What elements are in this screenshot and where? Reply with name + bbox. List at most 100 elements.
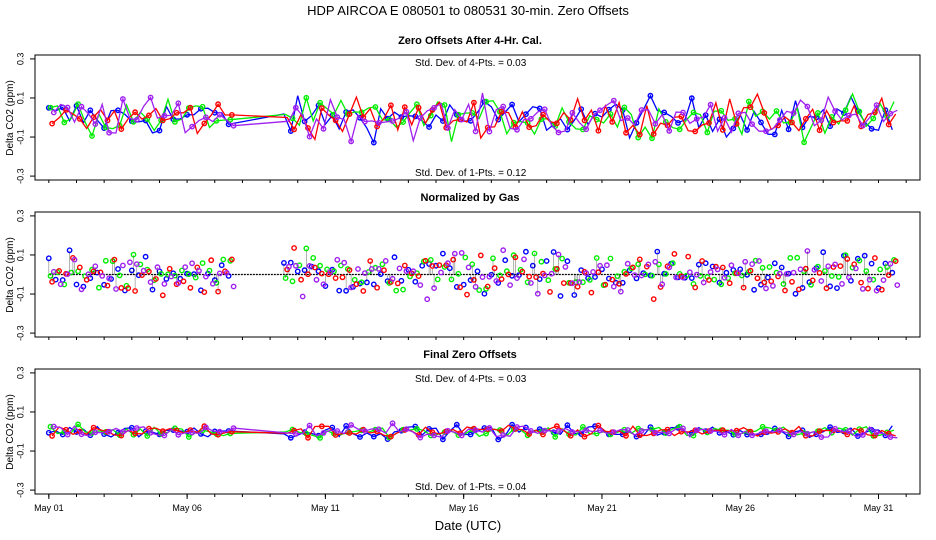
data-point-gas-3 xyxy=(885,121,892,128)
data-point-gas-2 xyxy=(662,270,669,277)
data-point-gas-4 xyxy=(804,103,811,110)
data-point-gas-3 xyxy=(166,265,173,272)
data-point-gas-4 xyxy=(175,431,182,438)
data-point-gas-2 xyxy=(379,261,386,268)
data-point-gas-2 xyxy=(822,268,828,274)
data-point-gas-2 xyxy=(310,254,317,261)
data-point-gas-3 xyxy=(63,426,69,433)
data-point-gas-3 xyxy=(768,278,775,285)
data-point-gas-1 xyxy=(861,252,868,259)
data-point-gas-2 xyxy=(413,425,420,432)
data-point-gas-3 xyxy=(491,265,498,272)
data-series-group xyxy=(45,420,898,443)
data-point-gas-1 xyxy=(391,254,398,261)
x-tick-label: May 01 xyxy=(34,503,64,513)
data-point-gas-4 xyxy=(804,430,811,437)
data-point-gas-4 xyxy=(610,429,617,435)
data-point-gas-4 xyxy=(735,270,742,277)
data-point-gas-4 xyxy=(306,262,313,269)
data-point-gas-2 xyxy=(116,272,123,279)
data-point-gas-4 xyxy=(597,262,603,269)
data-point-gas-3 xyxy=(215,101,222,108)
data-point-gas-3 xyxy=(422,257,429,264)
data-point-gas-2 xyxy=(358,109,365,116)
data-point-gas-4 xyxy=(555,129,562,136)
data-point-gas-4 xyxy=(375,119,382,126)
data-point-gas-3 xyxy=(796,286,802,293)
data-point-gas-2 xyxy=(545,277,552,284)
data-point-gas-1 xyxy=(785,126,792,133)
data-point-gas-3 xyxy=(159,292,166,299)
data-point-gas-4 xyxy=(770,282,776,289)
data-point-gas-4 xyxy=(693,427,700,434)
data-point-gas-4 xyxy=(486,424,493,431)
data-point-gas-2 xyxy=(870,115,877,122)
data-point-gas-4 xyxy=(361,428,368,434)
data-point-gas-4 xyxy=(721,274,728,281)
data-point-gas-4 xyxy=(804,248,811,254)
data-point-gas-2 xyxy=(676,126,683,133)
data-point-gas-4 xyxy=(438,269,444,276)
data-point-gas-2 xyxy=(462,254,469,261)
data-point-gas-4 xyxy=(175,100,182,107)
data-point-gas-2 xyxy=(47,423,54,430)
data-point-gas-3 xyxy=(394,280,401,287)
data-point-gas-1 xyxy=(792,290,799,297)
data-point-gas-3 xyxy=(56,267,62,274)
data-point-gas-4 xyxy=(85,271,92,278)
data-point-gas-3 xyxy=(733,427,740,434)
data-point-gas-4 xyxy=(687,269,693,276)
data-point-gas-3 xyxy=(470,276,477,283)
data-point-gas-2 xyxy=(718,281,725,288)
data-point-gas-1 xyxy=(439,250,446,257)
data-point-gas-4 xyxy=(403,108,410,115)
data-point-gas-4 xyxy=(776,427,783,434)
data-point-gas-1 xyxy=(495,116,502,123)
panel-zero-offsets: Zero Offsets After 4-Hr. Cal. 0.3 0.1 -0.1… xyxy=(5,35,921,184)
data-point-gas-3 xyxy=(450,256,457,263)
annotation-backdrop xyxy=(408,372,558,384)
data-point-gas-2 xyxy=(102,257,109,264)
data-point-gas-4 xyxy=(680,274,686,281)
data-point-gas-3 xyxy=(367,258,374,264)
data-point-gas-4 xyxy=(528,115,534,122)
y-axis: 0.3 0.1 -0.1 -0.3 xyxy=(16,53,35,184)
data-point-gas-1 xyxy=(115,266,121,272)
data-point-gas-1 xyxy=(446,265,453,272)
data-point-gas-1 xyxy=(543,258,550,264)
data-point-gas-4 xyxy=(472,283,479,290)
data-point-gas-4 xyxy=(348,138,354,145)
data-point-gas-4 xyxy=(50,423,57,430)
data-point-gas-4 xyxy=(790,110,797,117)
y-tick-label: 0.3 xyxy=(16,367,26,380)
figure-title: HDP AIRCOA E 080501 to 080531 30-min. Ze… xyxy=(307,3,629,18)
data-point-gas-1 xyxy=(688,95,695,102)
x-axis: May 01 May 06 May 11 May 16 May 21 May 26 May … xyxy=(34,180,907,513)
data-point-gas-2 xyxy=(621,104,628,111)
data-point-gas-4 xyxy=(154,264,161,271)
data-point-gas-4 xyxy=(818,434,825,440)
data-point-gas-3 xyxy=(381,267,387,274)
data-point-gas-4 xyxy=(334,256,341,263)
data-point-gas-4 xyxy=(106,275,113,282)
data-point-gas-4 xyxy=(514,275,520,281)
data-point-gas-4 xyxy=(666,264,673,271)
data-point-gas-3 xyxy=(816,269,823,276)
data-point-gas-3 xyxy=(339,274,346,281)
data-point-gas-3 xyxy=(208,257,215,264)
data-point-gas-2 xyxy=(801,139,807,146)
data-point-gas-4 xyxy=(161,432,168,439)
data-point-gas-2 xyxy=(427,256,434,263)
data-point-gas-4 xyxy=(202,424,209,431)
data-point-gas-3 xyxy=(470,99,477,106)
data-point-gas-1 xyxy=(280,259,287,266)
data-point-gas-3 xyxy=(692,284,699,291)
data-point-gas-3 xyxy=(588,289,595,296)
data-point-gas-3 xyxy=(457,284,463,291)
data-point-gas-3 xyxy=(298,276,304,283)
data-point-gas-4 xyxy=(500,432,507,438)
data-point-gas-4 xyxy=(458,116,465,123)
data-point-gas-1 xyxy=(592,274,598,280)
data-point-gas-4 xyxy=(749,261,755,267)
data-point-gas-1 xyxy=(758,119,764,126)
